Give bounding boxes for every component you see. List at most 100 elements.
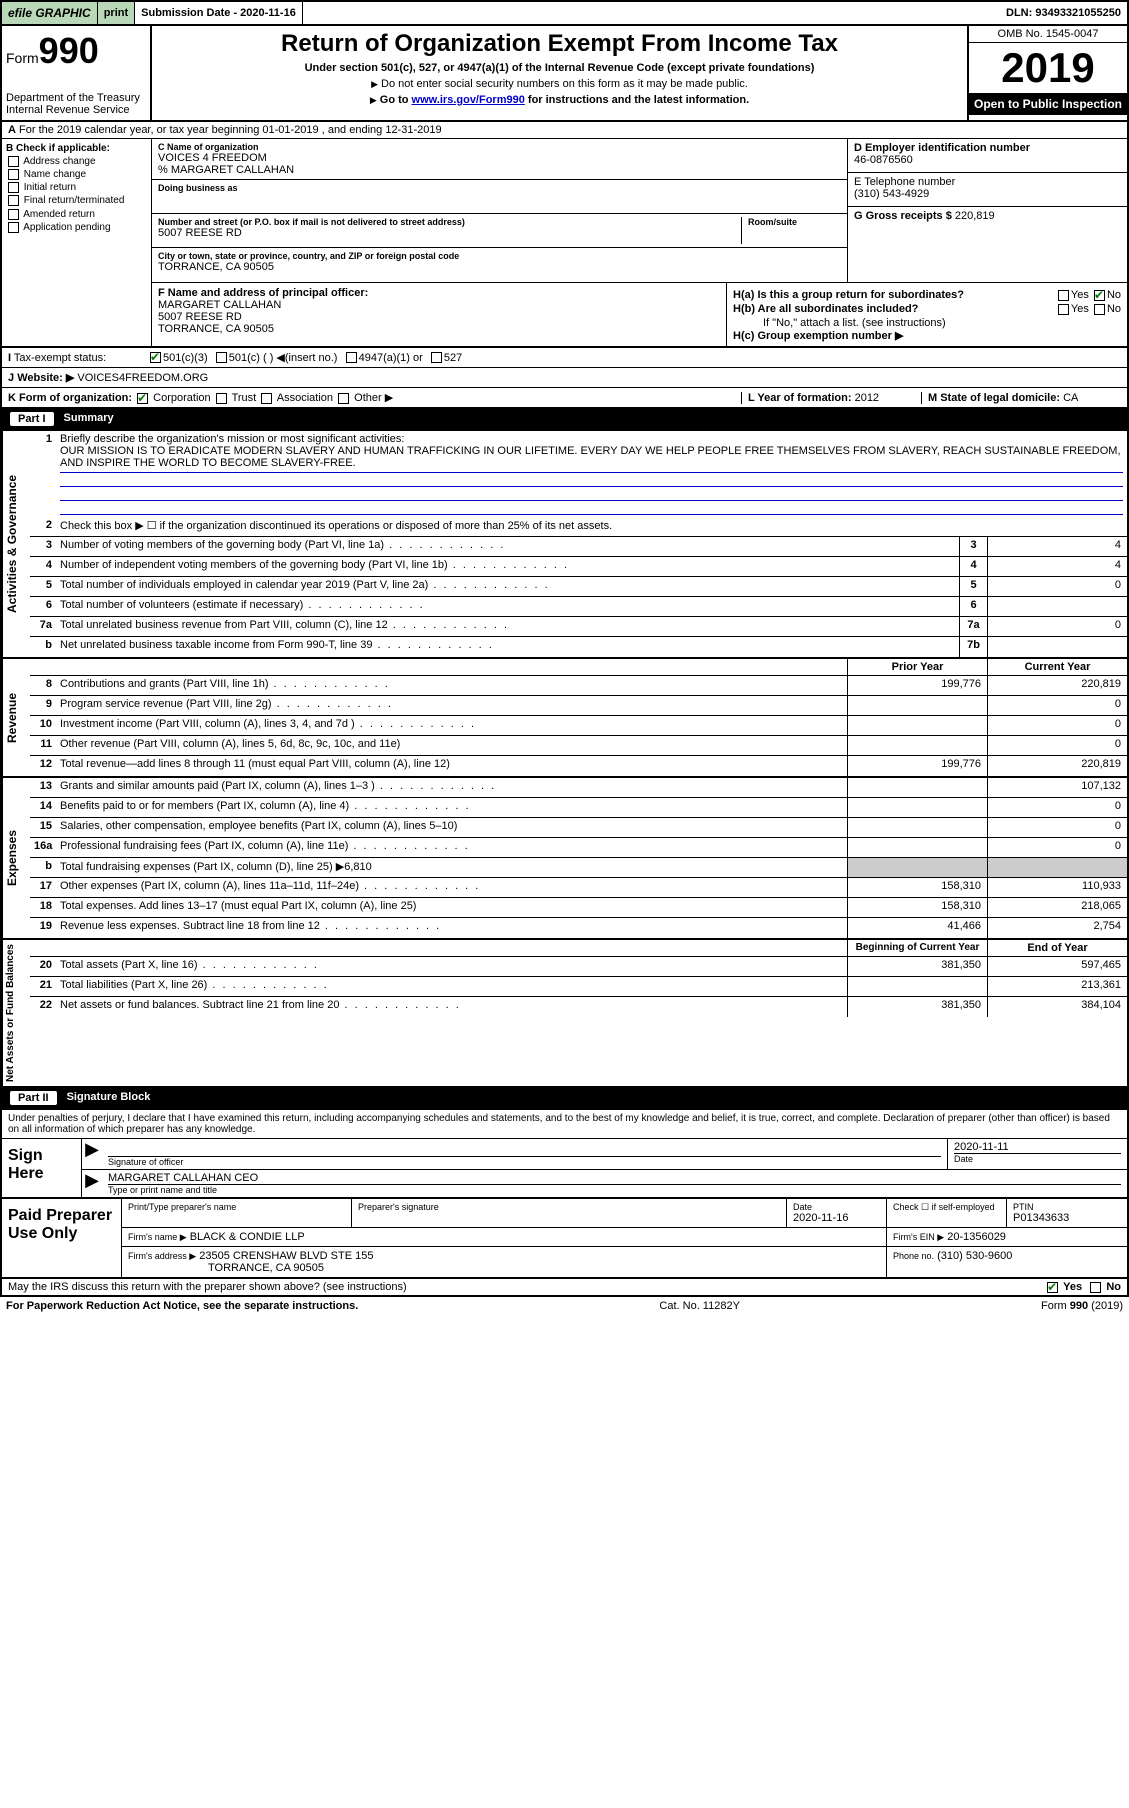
activities-section: Activities & Governance 1 Briefly descri… bbox=[0, 431, 1129, 659]
tax-year: 2019 bbox=[969, 43, 1127, 93]
part1-badge: Part I bbox=[10, 412, 54, 426]
name-change-check[interactable] bbox=[8, 169, 19, 180]
firm-name-label: Firm's name ▶ bbox=[128, 1232, 187, 1242]
firm-phone: (310) 530-9600 bbox=[937, 1250, 1012, 1262]
line-8-prior: 199,776 bbox=[847, 676, 987, 695]
501c3-check[interactable] bbox=[150, 352, 161, 363]
hb-yes-check[interactable] bbox=[1058, 304, 1069, 315]
line-4-val: 4 bbox=[987, 557, 1127, 576]
gross-receipts-value: 220,819 bbox=[955, 210, 995, 222]
amended-check[interactable] bbox=[8, 209, 19, 220]
care-of: % MARGARET CALLAHAN bbox=[158, 164, 841, 176]
line-18-curr: 218,065 bbox=[987, 898, 1127, 917]
efile-badge: efile GRAPHIC bbox=[2, 2, 98, 24]
527-check[interactable] bbox=[431, 352, 442, 363]
city-label: City or town, state or province, country… bbox=[158, 251, 841, 261]
line-b-curr bbox=[987, 858, 1127, 877]
initial-return-check[interactable] bbox=[8, 182, 19, 193]
ha-no-check[interactable] bbox=[1094, 290, 1105, 301]
line-19-prior: 41,466 bbox=[847, 918, 987, 938]
line-21-prior bbox=[847, 977, 987, 996]
line-18-prior: 158,310 bbox=[847, 898, 987, 917]
dln: DLN: 93493321055250 bbox=[1000, 2, 1127, 24]
line-10-prior bbox=[847, 716, 987, 735]
trust-check[interactable] bbox=[216, 393, 227, 404]
discuss-no-check[interactable] bbox=[1090, 1282, 1101, 1293]
discuss-yes-check[interactable] bbox=[1047, 1282, 1058, 1293]
paid-preparer: Paid Preparer Use Only Print/Type prepar… bbox=[0, 1199, 1129, 1279]
prep-date: 2020-11-16 bbox=[793, 1212, 880, 1224]
assoc-label: Association bbox=[277, 392, 333, 404]
firm-ein-label: Firm's EIN ▶ bbox=[893, 1232, 944, 1242]
discuss-no: No bbox=[1106, 1281, 1121, 1293]
final-return-check[interactable] bbox=[8, 195, 19, 206]
revenue-section: Revenue Prior YearCurrent Year 8Contribu… bbox=[0, 659, 1129, 778]
corp-check[interactable] bbox=[137, 393, 148, 404]
subtitle-3-pre: Go to bbox=[380, 94, 412, 106]
discuss-row: May the IRS discuss this return with the… bbox=[0, 1279, 1129, 1297]
line-21-desc: Total liabilities (Part X, line 26) bbox=[60, 979, 207, 991]
form-number: 990 bbox=[39, 30, 99, 71]
part1-title: Summary bbox=[64, 412, 114, 426]
line-5-box: 5 bbox=[959, 577, 987, 596]
addr-change-check[interactable] bbox=[8, 156, 19, 167]
officer-signature[interactable] bbox=[108, 1141, 941, 1157]
line-b-prior bbox=[847, 858, 987, 877]
firm-ein: 20-1356029 bbox=[947, 1231, 1006, 1243]
current-year-hdr: Current Year bbox=[987, 659, 1127, 675]
subtitle-3-post: for instructions and the latest informat… bbox=[525, 94, 749, 106]
discuss-question: May the IRS discuss this return with the… bbox=[8, 1281, 407, 1293]
line-7b-desc: Net unrelated business taxable income fr… bbox=[60, 639, 372, 651]
line-9-prior bbox=[847, 696, 987, 715]
line-15-curr: 0 bbox=[987, 818, 1127, 837]
assoc-check[interactable] bbox=[261, 393, 272, 404]
firm-addr: 23505 CRENSHAW BLVD STE 155 bbox=[199, 1250, 373, 1262]
line-10-curr: 0 bbox=[987, 716, 1127, 735]
officer-addr2: TORRANCE, CA 90505 bbox=[158, 323, 720, 335]
hb-no-check[interactable] bbox=[1094, 304, 1105, 315]
final-return-label: Final return/terminated bbox=[24, 196, 125, 207]
4947-check[interactable] bbox=[346, 352, 357, 363]
501c-check[interactable] bbox=[216, 352, 227, 363]
line-13-curr: 107,132 bbox=[987, 778, 1127, 797]
irs-link[interactable]: www.irs.gov/Form990 bbox=[412, 94, 525, 106]
501c-label: 501(c) ( ) ◀(insert no.) bbox=[229, 351, 338, 364]
line-8-desc: Contributions and grants (Part VIII, lin… bbox=[60, 678, 269, 690]
line-b-desc: Total fundraising expenses (Part IX, col… bbox=[60, 861, 372, 873]
line-20-prior: 381,350 bbox=[847, 957, 987, 976]
line-4-desc: Number of independent voting members of … bbox=[60, 559, 448, 571]
phone-label: E Telephone number bbox=[854, 176, 1121, 188]
subtitle-2: Do not enter social security numbers on … bbox=[381, 78, 748, 90]
print-button[interactable]: print bbox=[98, 2, 135, 24]
na-side-label: Net Assets or Fund Balances bbox=[2, 940, 30, 1086]
org-name: VOICES 4 FREEDOM bbox=[158, 152, 841, 164]
line-22-prior: 381,350 bbox=[847, 997, 987, 1017]
other-check[interactable] bbox=[338, 393, 349, 404]
sign-here-label: Sign Here bbox=[2, 1139, 82, 1197]
top-bar: efile GRAPHIC print Submission Date - 20… bbox=[0, 0, 1129, 26]
prep-label: Paid Preparer Use Only bbox=[2, 1199, 122, 1277]
line-6-box: 6 bbox=[959, 597, 987, 616]
print-name-label: Print/Type preparer's name bbox=[128, 1202, 345, 1212]
ha-yes-check[interactable] bbox=[1058, 290, 1069, 301]
line-17-curr: 110,933 bbox=[987, 878, 1127, 897]
ptin-label: PTIN bbox=[1013, 1202, 1121, 1212]
omb-number: OMB No. 1545-0047 bbox=[969, 26, 1127, 43]
line-4-box: 4 bbox=[959, 557, 987, 576]
city-state-zip: TORRANCE, CA 90505 bbox=[158, 261, 841, 273]
arrow-icon-2: ▶ bbox=[82, 1170, 102, 1197]
line-5-val: 0 bbox=[987, 577, 1127, 596]
line-12-desc: Total revenue—add lines 8 through 11 (mu… bbox=[60, 758, 450, 770]
rev-side-label: Revenue bbox=[2, 659, 30, 776]
ha-yes: Yes bbox=[1071, 289, 1089, 301]
header-mid: Return of Organization Exempt From Incom… bbox=[152, 26, 967, 120]
phone-value: (310) 543-4929 bbox=[854, 188, 1121, 200]
expenses-section: Expenses 13Grants and similar amounts pa… bbox=[0, 778, 1129, 940]
section-h: H(a) Is this a group return for subordin… bbox=[727, 283, 1127, 346]
room-label: Room/suite bbox=[748, 217, 841, 227]
trust-label: Trust bbox=[232, 392, 257, 404]
open-to-public: Open to Public Inspection bbox=[969, 93, 1127, 115]
arrow-icon: ▶ bbox=[82, 1139, 102, 1169]
app-pending-check[interactable] bbox=[8, 222, 19, 233]
exp-side-label: Expenses bbox=[2, 778, 30, 938]
